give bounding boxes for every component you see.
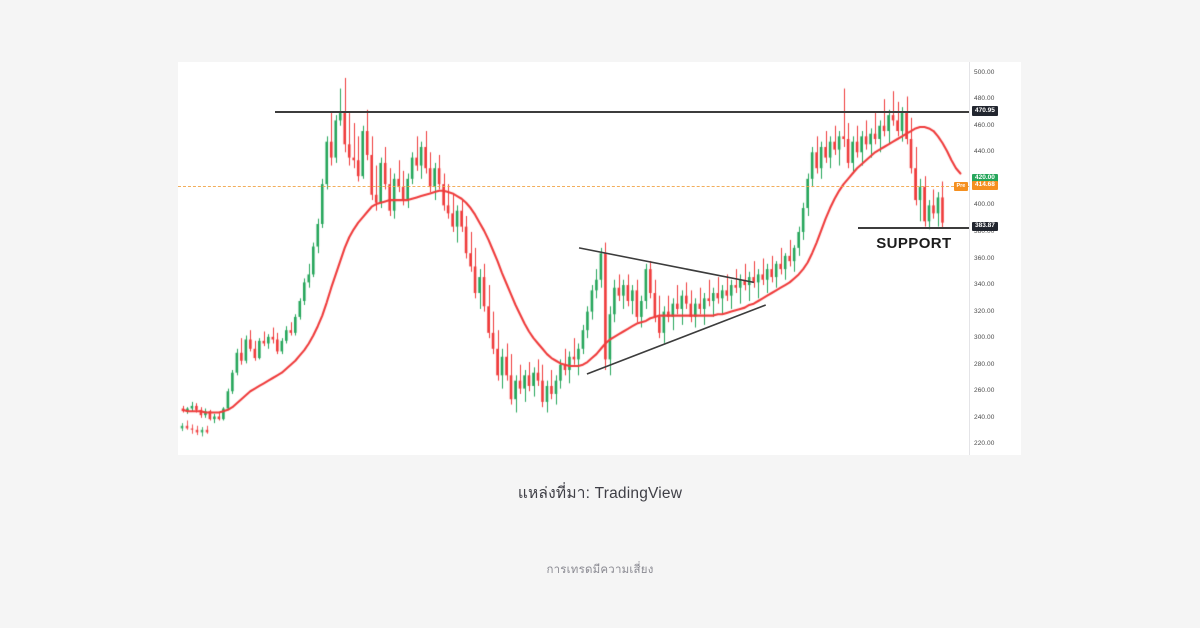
support-price-badge: 383.87 bbox=[972, 221, 998, 232]
support-line bbox=[858, 226, 969, 229]
price-tick-500: 500.00 bbox=[974, 68, 995, 76]
last-price-badge: 420.00 bbox=[972, 173, 998, 184]
price-tick-240: 240.00 bbox=[974, 413, 995, 421]
price-tick-400: 400.00 bbox=[974, 201, 995, 209]
price-tick-380: 380.00 bbox=[974, 227, 995, 235]
price-tick-360: 360.00 bbox=[974, 254, 995, 262]
price-tick-340: 340.00 bbox=[974, 281, 995, 289]
resistance-price-badge: 470.95 bbox=[972, 106, 998, 116]
pre-market-tag: Pre bbox=[954, 181, 968, 192]
price-axis[interactable]: 500.00 480.00 460.00 440.00 420.00 400.00 380.… bbox=[954, 62, 1021, 455]
triangle-upper-trendline bbox=[578, 247, 755, 284]
risk-disclaimer-caption: การเทรดมีความเสี่ยง bbox=[546, 564, 654, 576]
annotation-overlay bbox=[578, 247, 767, 375]
support-text-label: SUPPORT bbox=[876, 234, 952, 252]
price-tick-440: 440.00 bbox=[974, 148, 995, 156]
price-tick-260: 260.00 bbox=[974, 387, 995, 395]
tradingview-chart-card: SUPPORT 500.00 480.00 460.00 440.00 420.00 40… bbox=[178, 62, 1021, 455]
price-tick-460: 460.00 bbox=[974, 121, 995, 129]
price-tick-220: 220.00 bbox=[974, 440, 995, 448]
pre-market-price-badge: 414.68 bbox=[972, 180, 998, 191]
candlestick-canvas bbox=[178, 62, 969, 455]
price-tick-300: 300.00 bbox=[974, 334, 995, 342]
chart-plot-area[interactable]: SUPPORT bbox=[178, 62, 969, 455]
price-tick-480: 480.00 bbox=[974, 95, 995, 103]
price-tick-320: 320.00 bbox=[974, 307, 995, 315]
resistance-line bbox=[275, 111, 969, 114]
source-caption: แหล่งที่มา: TradingView bbox=[517, 485, 683, 502]
price-tick-280: 280.00 bbox=[974, 360, 995, 368]
axis-separator bbox=[969, 62, 970, 455]
previous-close-dashed-line bbox=[178, 185, 969, 187]
triangle-lower-trendline bbox=[586, 304, 767, 375]
